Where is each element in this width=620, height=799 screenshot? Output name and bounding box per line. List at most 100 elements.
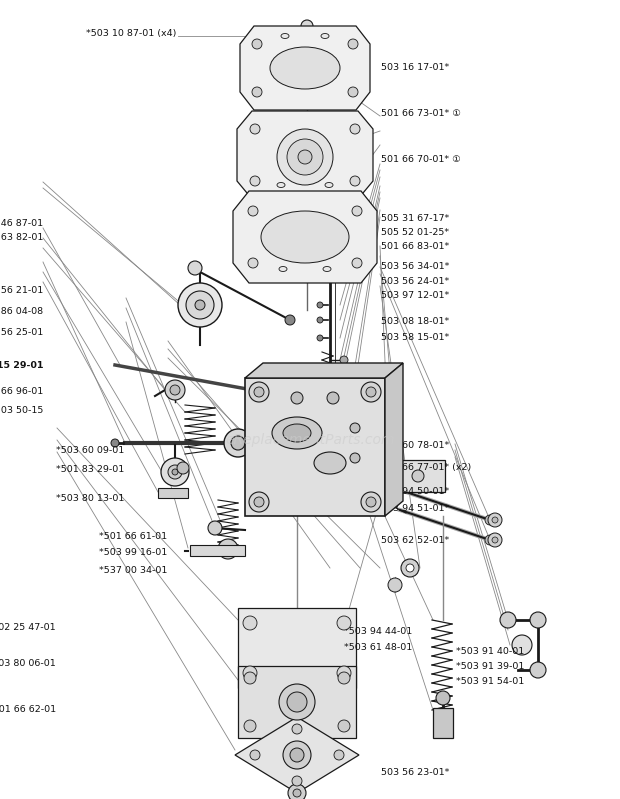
Text: *503 99 16-01: *503 99 16-01 — [99, 548, 167, 558]
Circle shape — [361, 492, 381, 512]
Circle shape — [340, 456, 348, 464]
Circle shape — [317, 335, 323, 341]
Text: ① *503 80 06-01: ① *503 80 06-01 — [0, 658, 56, 668]
Circle shape — [492, 517, 498, 523]
Circle shape — [338, 720, 350, 732]
Circle shape — [287, 139, 323, 175]
FancyBboxPatch shape — [158, 488, 188, 498]
Polygon shape — [240, 26, 370, 110]
Circle shape — [165, 380, 185, 400]
FancyBboxPatch shape — [433, 708, 453, 738]
Text: 501 66 73-01* ①: 501 66 73-01* ① — [381, 109, 461, 118]
Text: 501 66 77-01* (x2): 501 66 77-01* (x2) — [381, 463, 472, 472]
Circle shape — [350, 453, 360, 463]
Text: 503 56 23-01*: 503 56 23-01* — [381, 768, 450, 777]
Ellipse shape — [321, 34, 329, 38]
Ellipse shape — [323, 267, 331, 272]
Circle shape — [298, 150, 312, 164]
Circle shape — [279, 684, 315, 720]
Circle shape — [252, 87, 262, 97]
Circle shape — [340, 384, 348, 392]
Circle shape — [348, 39, 358, 49]
Circle shape — [170, 385, 180, 395]
Circle shape — [243, 666, 257, 680]
Text: ① *502 25 47-01: ① *502 25 47-01 — [0, 622, 56, 632]
Circle shape — [287, 692, 307, 712]
Circle shape — [290, 748, 304, 762]
FancyBboxPatch shape — [190, 545, 245, 556]
Circle shape — [283, 741, 311, 769]
Circle shape — [250, 176, 260, 186]
Ellipse shape — [283, 424, 311, 442]
Text: 505 31 67-17*: 505 31 67-17* — [381, 214, 450, 224]
Circle shape — [530, 662, 546, 678]
Circle shape — [350, 423, 360, 433]
Text: *503 91 39-01: *503 91 39-01 — [456, 662, 524, 671]
Text: *501 46 87-01: *501 46 87-01 — [0, 219, 43, 229]
Circle shape — [317, 302, 323, 308]
Circle shape — [244, 720, 256, 732]
Text: 503 58 15-01*: 503 58 15-01* — [381, 332, 450, 342]
Text: 503 08 18-01*: 503 08 18-01* — [381, 317, 450, 327]
Circle shape — [231, 436, 245, 450]
FancyBboxPatch shape — [238, 666, 356, 738]
Circle shape — [218, 539, 238, 559]
Text: *503 66 96-01: *503 66 96-01 — [0, 387, 43, 396]
Circle shape — [293, 789, 301, 797]
Ellipse shape — [314, 452, 346, 474]
Circle shape — [352, 258, 362, 268]
Circle shape — [292, 776, 302, 786]
Circle shape — [188, 261, 202, 275]
Text: eReplacementParts.com: eReplacementParts.com — [225, 433, 395, 447]
Text: *503 94 44-01: *503 94 44-01 — [344, 626, 412, 636]
Circle shape — [512, 635, 532, 655]
Circle shape — [388, 578, 402, 592]
Text: *501 66 62-01: *501 66 62-01 — [0, 705, 56, 714]
Text: *503 60 09-01: *503 60 09-01 — [56, 446, 124, 455]
Circle shape — [254, 387, 264, 397]
Circle shape — [352, 206, 362, 216]
Circle shape — [334, 750, 344, 760]
Circle shape — [338, 672, 350, 684]
Text: *503 63 82-01: *503 63 82-01 — [0, 233, 43, 242]
Circle shape — [340, 356, 348, 364]
Circle shape — [277, 129, 333, 185]
Circle shape — [436, 691, 450, 705]
Ellipse shape — [279, 267, 287, 272]
Circle shape — [530, 612, 546, 628]
Text: 505 52 01-25*: 505 52 01-25* — [381, 228, 450, 237]
Polygon shape — [233, 191, 377, 283]
Polygon shape — [245, 363, 403, 378]
Circle shape — [249, 382, 269, 402]
Circle shape — [291, 392, 303, 404]
Circle shape — [348, 87, 358, 97]
Circle shape — [172, 469, 178, 475]
Circle shape — [301, 20, 313, 32]
Circle shape — [350, 124, 360, 134]
Circle shape — [500, 612, 516, 628]
Text: 503 62 52-01*: 503 62 52-01* — [381, 536, 450, 546]
Circle shape — [177, 462, 189, 474]
Circle shape — [161, 458, 189, 486]
Circle shape — [488, 533, 502, 547]
Text: 503 16 17-01*: 503 16 17-01* — [381, 62, 450, 72]
FancyBboxPatch shape — [238, 608, 356, 688]
Circle shape — [488, 513, 502, 527]
Text: 501 66 83-01*: 501 66 83-01* — [381, 241, 450, 251]
Circle shape — [401, 559, 419, 577]
Text: *504 86 04-08: *504 86 04-08 — [0, 307, 43, 316]
Text: 503 97 12-01*: 503 97 12-01* — [381, 291, 450, 300]
Circle shape — [350, 176, 360, 186]
Circle shape — [243, 616, 257, 630]
Text: *537 15 29-01: *537 15 29-01 — [0, 360, 43, 370]
Text: *503 10 87-01 (x4): *503 10 87-01 (x4) — [86, 29, 177, 38]
Ellipse shape — [270, 47, 340, 89]
Circle shape — [337, 666, 351, 680]
FancyBboxPatch shape — [340, 445, 348, 459]
Text: *503 56 21-01: *503 56 21-01 — [0, 286, 43, 296]
Text: 503 56 34-01*: 503 56 34-01* — [381, 261, 450, 271]
Circle shape — [337, 616, 351, 630]
Ellipse shape — [325, 182, 333, 188]
Text: *503 91 54-01: *503 91 54-01 — [456, 677, 524, 686]
Circle shape — [492, 537, 498, 543]
